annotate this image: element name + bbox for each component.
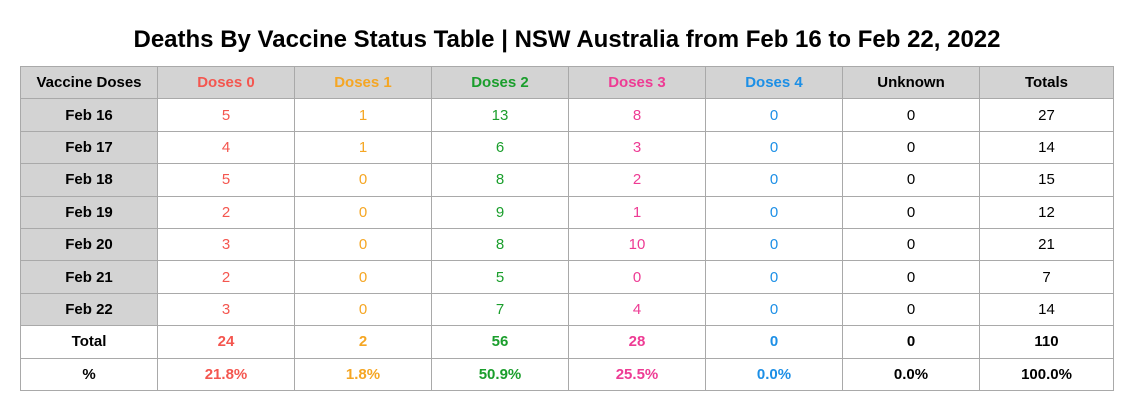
table-cell: 100.0% xyxy=(979,357,1114,391)
table-cell: 0 xyxy=(294,227,432,262)
table-cell: 0 xyxy=(705,292,843,327)
row-label: Feb 16 xyxy=(20,98,158,132)
table-cell: 25.5% xyxy=(568,357,706,391)
table-cell: 14 xyxy=(979,292,1114,327)
row-label: Feb 22 xyxy=(20,292,158,327)
header-vaccine-doses: Vaccine Doses xyxy=(20,65,158,100)
table-cell: 2 xyxy=(157,195,295,229)
table-cell: 14 xyxy=(979,130,1114,165)
table-cell: 2 xyxy=(568,163,706,197)
table-cell: 0 xyxy=(705,195,843,229)
table-cell: 0 xyxy=(294,195,432,229)
header-doses-0: Doses 0 xyxy=(157,65,295,100)
table-cell: 0 xyxy=(705,98,843,132)
header-unknown: Unknown xyxy=(842,65,980,100)
table-cell: 1 xyxy=(294,98,432,132)
table-cell: 110 xyxy=(979,325,1114,359)
table-cell: 0 xyxy=(842,260,980,294)
table-cell: 12 xyxy=(979,195,1114,229)
table-cell: 0 xyxy=(705,163,843,197)
row-label: Feb 20 xyxy=(20,227,158,262)
table-cell: 0 xyxy=(842,325,980,359)
table-cell: 3 xyxy=(568,130,706,165)
table-cell: 5 xyxy=(431,260,569,294)
table-cell: 7 xyxy=(431,292,569,327)
table-cell: 27 xyxy=(979,98,1114,132)
table-cell: 3 xyxy=(157,227,295,262)
table-cell: 1 xyxy=(294,130,432,165)
table-cell: 0 xyxy=(842,98,980,132)
table-cell: 1 xyxy=(568,195,706,229)
header-doses-3: Doses 3 xyxy=(568,65,706,100)
footer-label: Total xyxy=(20,325,158,359)
table-cell: 0.0% xyxy=(705,357,843,391)
row-label: Feb 17 xyxy=(20,130,158,165)
table-row: Feb 22 3 0 7 4 0 0 14 xyxy=(20,292,1114,327)
table-row: Feb 17 4 1 6 3 0 0 14 xyxy=(20,130,1114,165)
table-cell: 8 xyxy=(431,163,569,197)
row-label: Feb 21 xyxy=(20,260,158,294)
table-cell: 0 xyxy=(705,227,843,262)
table-cell: 0 xyxy=(842,227,980,262)
table-row: Feb 18 5 0 8 2 0 0 15 xyxy=(20,163,1114,197)
table-cell: 0 xyxy=(842,130,980,165)
table-cell: 0 xyxy=(705,130,843,165)
table-cell: 1.8% xyxy=(294,357,432,391)
row-label: Feb 19 xyxy=(20,195,158,229)
table-cell: 3 xyxy=(157,292,295,327)
table-cell: 28 xyxy=(568,325,706,359)
table-cell: 0 xyxy=(294,292,432,327)
table-row: Feb 21 2 0 5 0 0 0 7 xyxy=(20,260,1114,294)
table-cell: 7 xyxy=(979,260,1114,294)
table-cell: 8 xyxy=(431,227,569,262)
header-doses-1: Doses 1 xyxy=(294,65,432,100)
table-cell: 0 xyxy=(842,195,980,229)
table-cell: 4 xyxy=(568,292,706,327)
page-title: Deaths By Vaccine Status Table | NSW Aus… xyxy=(133,26,1001,53)
table-cell: 6 xyxy=(431,130,569,165)
table-body: Feb 16 5 1 13 8 0 0 27 Feb 17 4 1 6 3 0 0 14 Feb 18 5 0 8 2 0… xyxy=(20,98,1114,391)
table-cell: 0 xyxy=(294,260,432,294)
header-row: Vaccine Doses Doses 0 Doses 1 Doses 2 Do… xyxy=(20,65,1114,100)
table-cell: 0 xyxy=(294,163,432,197)
table-row: Feb 19 2 0 9 1 0 0 12 xyxy=(20,195,1114,229)
table-cell: 2 xyxy=(294,325,432,359)
table-cell: 0.0% xyxy=(842,357,980,391)
table-row: Feb 16 5 1 13 8 0 0 27 xyxy=(20,98,1114,132)
table-cell: 0 xyxy=(842,163,980,197)
table-cell: 13 xyxy=(431,98,569,132)
table-cell: 21.8% xyxy=(157,357,295,391)
table-cell: 56 xyxy=(431,325,569,359)
table-cell: 9 xyxy=(431,195,569,229)
table-footer-row: Total 24 2 56 28 0 0 110 xyxy=(20,325,1114,359)
table-cell: 0 xyxy=(705,325,843,359)
table-cell: 8 xyxy=(568,98,706,132)
table-cell: 0 xyxy=(705,260,843,294)
table-cell: 0 xyxy=(568,260,706,294)
table-cell: 5 xyxy=(157,98,295,132)
table-cell: 24 xyxy=(157,325,295,359)
header-doses-2: Doses 2 xyxy=(431,65,569,100)
table-cell: 0 xyxy=(842,292,980,327)
table-footer-row: % 21.8% 1.8% 50.9% 25.5% 0.0% 0.0% 100.0% xyxy=(20,357,1114,391)
table-cell: 15 xyxy=(979,163,1114,197)
table-cell: 4 xyxy=(157,130,295,165)
table-cell: 50.9% xyxy=(431,357,569,391)
table-cell: 10 xyxy=(568,227,706,262)
table-cell: 21 xyxy=(979,227,1114,262)
table-cell: 5 xyxy=(157,163,295,197)
footer-label: % xyxy=(20,357,158,391)
vaccine-status-table: Vaccine Doses Doses 0 Doses 1 Doses 2 Do… xyxy=(20,65,1114,391)
row-label: Feb 18 xyxy=(20,163,158,197)
table-row: Feb 20 3 0 8 10 0 0 21 xyxy=(20,227,1114,262)
header-doses-4: Doses 4 xyxy=(705,65,843,100)
table-cell: 2 xyxy=(157,260,295,294)
header-totals: Totals xyxy=(979,65,1114,100)
